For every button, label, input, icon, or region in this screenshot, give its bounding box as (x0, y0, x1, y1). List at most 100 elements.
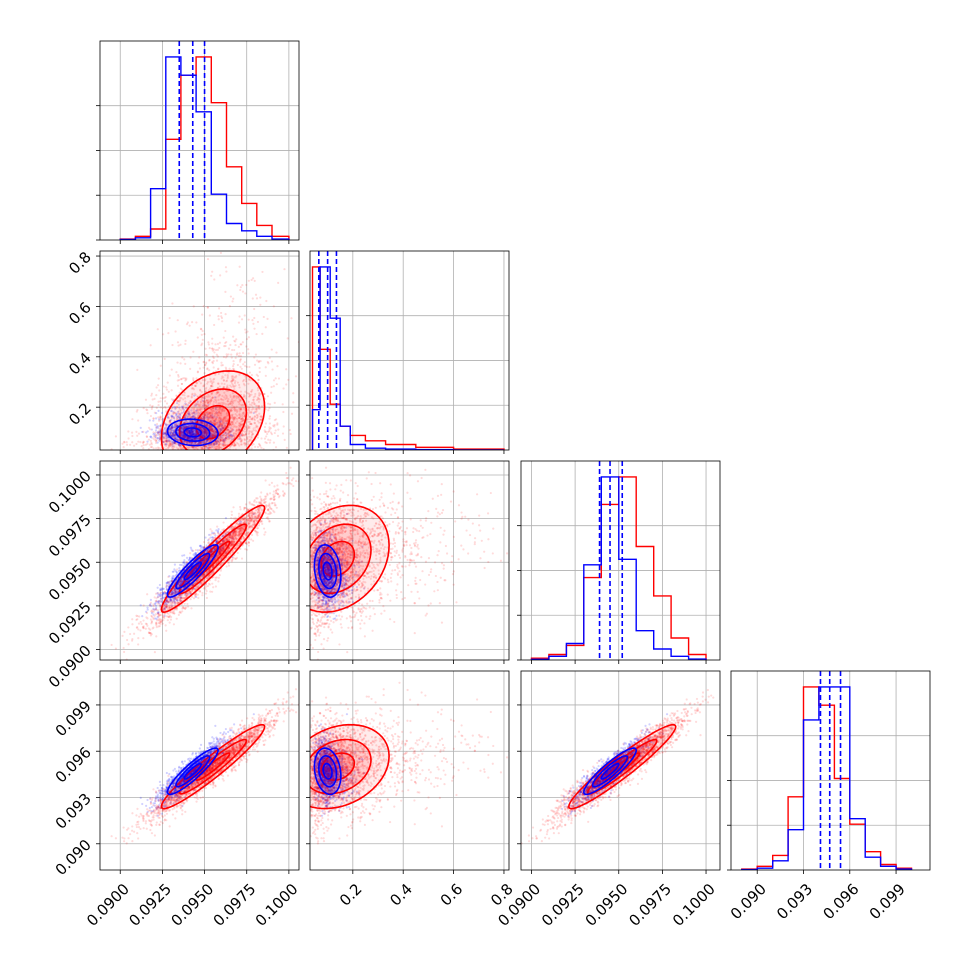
scatter-point (180, 382, 184, 386)
scatter-point (146, 440, 149, 443)
scatter-point (186, 436, 190, 439)
scatter-point (236, 284, 239, 287)
scatter-point (268, 441, 271, 444)
scatter-point (211, 413, 214, 417)
scatter-point (191, 437, 195, 440)
scatter-point (150, 441, 153, 445)
scatter-point (263, 108, 265, 110)
scatter-point (191, 420, 194, 423)
scatter-point (188, 433, 191, 436)
scatter-point (172, 450, 174, 452)
scatter-point (255, 173, 257, 175)
scatter-point (186, 437, 189, 440)
scatter-point (155, 434, 158, 437)
scatter-point (180, 433, 183, 437)
scatter-point (155, 412, 158, 415)
scatter-point (150, 428, 154, 431)
scatter-point (163, 432, 166, 435)
scatter-point (155, 406, 158, 409)
scatter-point (188, 411, 191, 414)
scatter-point (224, 424, 227, 427)
scatter-point (200, 451, 202, 453)
scatter-point (197, 436, 200, 439)
scatter-point (173, 442, 176, 445)
scatter-point (259, 296, 262, 299)
scatter-point (210, 416, 214, 419)
scatter-point (202, 431, 205, 434)
scatter-point (194, 404, 197, 407)
scatter-point (295, 200, 297, 202)
scatter-point (170, 415, 173, 418)
scatter-point (165, 423, 168, 426)
scatter-point (203, 428, 206, 431)
scatter-point (181, 405, 184, 409)
scatter-point (206, 440, 209, 443)
scatter-point (244, 292, 247, 295)
scatter-point (153, 411, 156, 414)
scatter-point (201, 441, 204, 444)
scatter-point (215, 353, 218, 356)
scatter-point (182, 410, 186, 413)
scatter-point (196, 336, 199, 339)
scatter-point (170, 435, 173, 438)
histogram-bar (311, 266, 505, 450)
scatter-point (183, 441, 186, 444)
scatter-point (171, 415, 174, 418)
scatter-point (201, 338, 204, 341)
scatter-point (150, 445, 154, 449)
scatter-point (181, 434, 184, 437)
scatter-point (193, 416, 196, 419)
scatter-point (179, 362, 182, 365)
scatter-point (213, 441, 216, 445)
scatter-point (200, 421, 203, 424)
scatter-point (207, 423, 210, 427)
scatter-point (159, 406, 162, 409)
scatter-point (230, 438, 234, 441)
panel-1-1 (306, 250, 510, 454)
scatter-point (205, 424, 208, 427)
scatter-point (140, 445, 143, 448)
scatter-point (266, 395, 269, 398)
scatter-point (190, 431, 193, 434)
scatter-point (211, 433, 214, 436)
scatter-point (178, 563, 182, 566)
scatter-point (176, 361, 179, 364)
scatter-point (165, 434, 168, 437)
scatter-point (164, 434, 167, 438)
scatter-point (267, 438, 270, 441)
scatter-point (183, 435, 187, 438)
scatter-point (172, 434, 175, 437)
scatter-point (158, 431, 162, 434)
scatter-point (142, 441, 145, 444)
scatter-point (195, 409, 198, 412)
scatter-point (187, 430, 191, 433)
scatter-point (211, 270, 214, 273)
scatter-point (135, 442, 138, 446)
scatter-point (172, 429, 175, 432)
scatter-point (205, 433, 208, 436)
scatter-point (177, 443, 180, 447)
scatter-point (183, 426, 187, 429)
scatter-point (173, 435, 176, 438)
scatter-point (172, 426, 175, 429)
scatter-point (232, 428, 235, 432)
scatter-point (290, 412, 294, 415)
scatter-point (188, 413, 191, 416)
scatter-point (209, 426, 213, 429)
scatter-point (257, 378, 260, 381)
scatter-point (186, 321, 189, 324)
scatter-point (241, 290, 245, 293)
panel-frame (99, 40, 300, 241)
scatter-point (186, 442, 189, 445)
scatter-point (189, 433, 192, 437)
scatter-point (161, 397, 165, 400)
scatter-point (189, 432, 192, 435)
scatter-point (178, 378, 181, 382)
scatter-point (177, 429, 180, 432)
scatter-point (212, 359, 215, 363)
scatter-point (201, 453, 203, 455)
scatter-point (206, 424, 209, 427)
scatter-point (162, 333, 165, 336)
scatter-point (221, 436, 224, 439)
scatter-point (170, 418, 173, 421)
